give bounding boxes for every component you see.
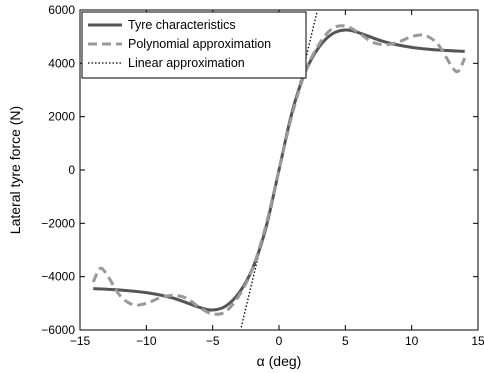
y-tick-label: −4000: [41, 270, 75, 284]
y-tick-label: 6000: [48, 3, 75, 17]
x-tick-label: −10: [136, 334, 157, 348]
legend-label: Tyre characteristics: [128, 18, 236, 32]
x-tick-label: 5: [342, 334, 349, 348]
x-tick-label: −15: [70, 334, 91, 348]
x-tick-label: 10: [405, 334, 419, 348]
x-tick-label: −5: [206, 334, 220, 348]
x-tick-label: 0: [276, 334, 283, 348]
legend: Tyre characteristics Polynomial approxima…: [81, 11, 307, 79]
y-tick-label: 2000: [48, 110, 75, 124]
y-axis-label: Lateral tyre force (N): [7, 106, 23, 234]
series-line-solid: [93, 28, 465, 312]
x-tick-label: 15: [471, 334, 484, 348]
y-tick-label: −2000: [41, 216, 75, 230]
legend-label: Linear approximation: [128, 56, 245, 70]
y-tick-label: −6000: [41, 323, 75, 337]
y-tick-label: 0: [68, 163, 75, 177]
x-axis-label: α (deg): [257, 353, 302, 369]
legend-label: Polynomial approximation: [128, 37, 271, 51]
y-tick-label: 4000: [48, 56, 75, 70]
